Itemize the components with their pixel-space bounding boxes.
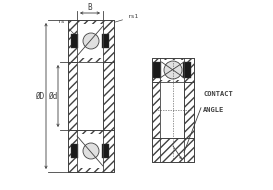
Bar — [152, 58, 194, 82]
Bar — [152, 138, 194, 162]
Bar — [68, 62, 77, 130]
Text: ANGLE: ANGLE — [203, 107, 224, 113]
Bar — [71, 144, 78, 158]
Circle shape — [83, 143, 99, 159]
Bar — [184, 82, 194, 138]
Bar — [68, 20, 114, 172]
Bar — [160, 82, 184, 138]
Bar — [152, 58, 194, 162]
Bar — [68, 20, 114, 62]
Bar — [71, 34, 78, 48]
Bar — [102, 34, 109, 48]
Circle shape — [83, 33, 99, 49]
Bar — [102, 144, 109, 158]
Bar — [160, 60, 184, 80]
Bar — [183, 62, 191, 78]
Bar — [103, 62, 114, 130]
Circle shape — [164, 61, 182, 79]
Bar — [77, 134, 103, 168]
Text: Ød: Ød — [48, 92, 57, 101]
Bar — [153, 62, 161, 78]
Bar — [152, 82, 160, 138]
Text: rs: rs — [58, 19, 76, 36]
Bar — [152, 58, 194, 162]
Text: ØD: ØD — [35, 92, 44, 101]
Bar — [77, 62, 103, 130]
Bar — [77, 24, 103, 58]
Bar — [68, 130, 114, 172]
Text: B: B — [88, 3, 92, 12]
Bar — [68, 20, 114, 172]
Text: rs1: rs1 — [115, 14, 139, 22]
Text: CONTACT: CONTACT — [203, 91, 233, 97]
